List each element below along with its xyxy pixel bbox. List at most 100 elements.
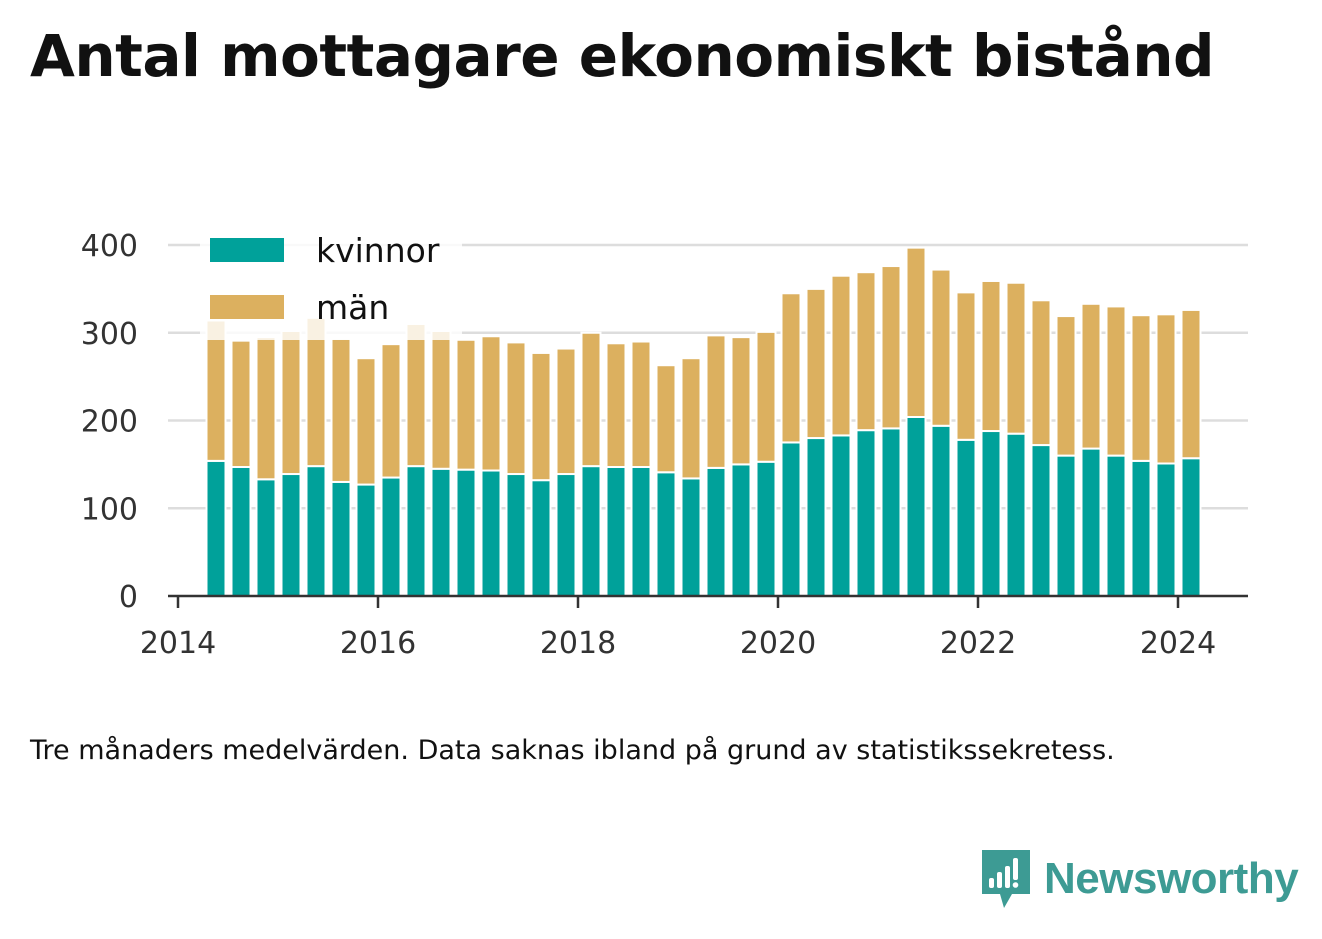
bar-män: [955, 291, 977, 441]
y-axis: 0 100 200 300 400: [81, 229, 138, 615]
bar-kvinnor: [480, 469, 502, 597]
bar-män: [280, 329, 302, 476]
y-tick-label: 100: [81, 492, 138, 527]
bar-män: [330, 337, 352, 483]
bar-män: [1080, 302, 1102, 450]
bar-kvinnor: [780, 441, 802, 597]
chart: kvinnor män 2014 2016 2018 2020 2022 2024 0 100…: [80, 222, 1248, 661]
bar-män: [205, 319, 227, 462]
bar-män: [730, 336, 752, 466]
footnote: Tre månaders medelvärden. Data saknas ib…: [30, 735, 1115, 766]
bar-kvinnor: [1155, 462, 1177, 597]
x-tick-label: 2020: [740, 626, 816, 661]
bar-kvinnor: [280, 473, 302, 597]
bar-kvinnor: [655, 471, 677, 597]
bar-kvinnor: [755, 460, 777, 597]
legend: kvinnor män: [200, 222, 462, 340]
bar-kvinnor: [355, 483, 377, 597]
bar-män: [980, 279, 1002, 433]
bar-män: [630, 340, 652, 469]
bar-kvinnor: [855, 429, 877, 597]
bar-kvinnor: [1105, 454, 1127, 597]
bar-män: [830, 274, 852, 437]
bar-kvinnor: [1130, 459, 1152, 597]
y-tick-label: 0: [119, 580, 138, 615]
x-tick-label: 2014: [140, 626, 216, 661]
bar-män: [805, 287, 827, 440]
bar-kvinnor: [255, 478, 277, 598]
page-title: Antal mottagare ekonomiskt bistånd: [30, 22, 1215, 90]
legend-swatch: [210, 295, 284, 319]
bar-män: [1180, 308, 1202, 460]
legend-label: män: [316, 288, 389, 327]
newsworthy-logo-icon: [982, 850, 1030, 908]
y-tick-label: 300: [81, 317, 138, 352]
bar-män: [1155, 313, 1177, 465]
bar-män: [1055, 315, 1077, 457]
bar-kvinnor: [930, 424, 952, 598]
bar-män: [1130, 314, 1152, 462]
bar-kvinnor: [905, 415, 927, 597]
bar-män: [880, 265, 902, 430]
bar-män: [780, 292, 802, 444]
bar-kvinnor: [455, 468, 477, 598]
bar-män: [580, 331, 602, 468]
bar-män: [605, 342, 627, 469]
x-tick-label: 2016: [340, 626, 416, 661]
bar-kvinnor: [980, 430, 1002, 597]
bar-män: [680, 357, 702, 480]
bar-kvinnor: [430, 467, 452, 598]
bar-kvinnor: [530, 479, 552, 598]
bar-kvinnor: [630, 466, 652, 597]
bar-kvinnor: [730, 463, 752, 597]
bar-kvinnor: [680, 477, 702, 598]
bar-kvinnor: [305, 465, 327, 597]
x-tick-label: 2018: [540, 626, 616, 661]
bar-män: [480, 335, 502, 472]
bar-män: [705, 334, 727, 469]
bar-kvinnor: [705, 466, 727, 598]
bar-män: [430, 329, 452, 470]
bar-kvinnor: [830, 434, 852, 598]
bar-kvinnor: [1055, 454, 1077, 597]
bar-män: [530, 351, 552, 482]
x-axis: 2014 2016 2018 2020 2022 2024: [140, 596, 1216, 661]
bar-män: [380, 343, 402, 479]
bar-kvinnor: [230, 466, 252, 597]
bar-kvinnor: [380, 476, 402, 598]
bar-kvinnor: [330, 480, 352, 597]
x-tick-label: 2022: [940, 626, 1016, 661]
bar-kvinnor: [605, 466, 627, 597]
bar-kvinnor: [805, 437, 827, 597]
bar-kvinnor: [1180, 457, 1202, 598]
bar-män: [405, 322, 427, 468]
bar-kvinnor: [405, 465, 427, 597]
bar-män: [855, 271, 877, 432]
brand-logo: Newsworthy: [980, 848, 1299, 910]
bar-kvinnor: [1030, 444, 1052, 597]
bar-män: [555, 347, 577, 476]
bar-kvinnor: [1080, 447, 1102, 597]
bar-kvinnor: [880, 427, 902, 597]
bar-kvinnor: [1005, 432, 1027, 597]
bar-kvinnor: [955, 438, 977, 597]
bar-män: [655, 364, 677, 474]
bar-kvinnor: [580, 465, 602, 597]
bar-kvinnor: [505, 473, 527, 597]
y-tick-label: 200: [81, 405, 138, 440]
brand-name: Newsworthy: [1044, 854, 1299, 903]
bar-män: [305, 316, 327, 468]
bar-män: [230, 339, 252, 469]
bar-kvinnor: [555, 473, 577, 597]
bar-kvinnor: [205, 459, 227, 597]
bar-män: [1005, 281, 1027, 435]
bar-män: [755, 330, 777, 463]
bar-män: [505, 341, 527, 476]
bar-män: [355, 357, 377, 486]
legend-swatch: [210, 238, 284, 262]
bar-män: [255, 336, 277, 481]
bar-män: [1105, 305, 1127, 457]
legend-label: kvinnor: [316, 231, 440, 270]
y-tick-label: 400: [81, 229, 138, 264]
bar-män: [930, 268, 952, 427]
